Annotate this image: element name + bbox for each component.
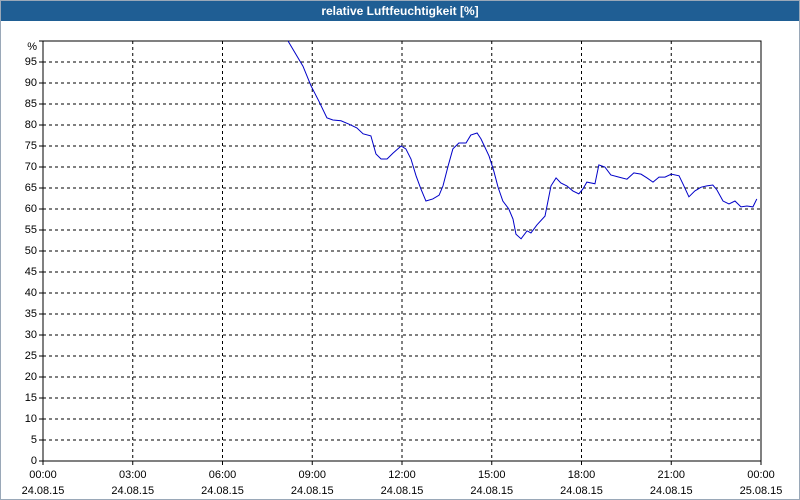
title-bar: relative Luftfeuchtigkeit [%] [1,1,799,21]
y-tick-label: 65 [25,182,37,194]
y-tick-label: 5 [31,434,37,446]
y-tick-label: 70 [25,161,37,173]
x-tick-label: 00:00 24.08.15 [21,469,65,497]
y-tick-label: 30 [25,329,37,341]
x-tick-label: 18:00 24.08.15 [560,469,603,497]
y-tick-label: 75 [25,140,37,152]
y-tick-label: 20 [25,371,37,383]
x-tick-label: 12:00 24.08.15 [380,469,424,497]
y-tick-label: 95 [25,56,37,68]
y-tick-label: 50 [25,245,37,257]
data-line [287,40,758,240]
x-tick-label: 21:00 24.08.15 [649,469,693,497]
plot-frame [42,40,762,462]
y-tick-label: 55 [25,224,37,236]
x-tick-label: 06:00 24.08.15 [201,469,244,497]
y-tick-label: 40 [25,287,37,299]
y-tick-label: 85 [25,98,37,110]
x-tick-label: 00:00 25.08.15 [739,469,783,497]
y-tick-label: 10 [25,413,37,425]
x-tick-label: 15:00 24.08.15 [470,469,514,497]
x-tick-label: 09:00 24.08.15 [290,469,334,497]
y-tick-label: 25 [25,350,37,362]
y-tick-label: 0 [31,455,37,467]
y-tick-label: 60 [25,203,37,215]
y-tick-label: 80 [25,119,37,131]
y-tick-label: 15 [25,392,37,404]
y-tick-label: 90 [25,77,37,89]
x-tick-label: 03:00 24.08.15 [111,469,155,497]
y-tick-label: 35 [25,308,37,320]
y-tick-label: % [27,41,37,53]
y-tick-label: 45 [25,266,37,278]
